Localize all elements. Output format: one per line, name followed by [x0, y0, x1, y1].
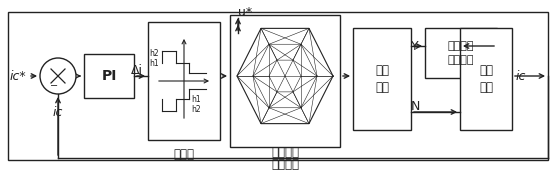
Text: 电压矢量
等效替代: 电压矢量 等效替代	[448, 41, 474, 65]
Text: 最优电压: 最优电压	[271, 145, 299, 158]
Text: −: −	[50, 81, 58, 91]
Bar	[84, 54, 134, 98]
Text: PI: PI	[101, 69, 116, 83]
Text: h1: h1	[191, 94, 201, 104]
Text: ic: ic	[516, 70, 526, 83]
Text: 矢量选择: 矢量选择	[271, 158, 299, 171]
Text: 故障
判断: 故障 判断	[375, 64, 389, 94]
Bar	[148, 22, 220, 140]
Text: ic*: ic*	[10, 70, 27, 83]
Text: ic: ic	[53, 106, 63, 119]
Bar	[460, 28, 512, 130]
Text: N: N	[411, 100, 421, 113]
Text: h2: h2	[191, 104, 201, 113]
Bar	[230, 15, 340, 147]
Circle shape	[40, 58, 76, 94]
Text: Y: Y	[411, 40, 419, 53]
Text: 双滞环: 双滞环	[173, 148, 194, 162]
Bar	[425, 28, 497, 78]
Polygon shape	[237, 28, 333, 124]
Bar	[8, 12, 548, 160]
Bar	[353, 28, 411, 130]
Text: Δi: Δi	[131, 64, 143, 76]
Text: h2: h2	[149, 48, 159, 57]
Text: h1: h1	[149, 59, 159, 68]
Text: 驱动
信号: 驱动 信号	[479, 64, 493, 94]
Text: u*: u*	[238, 5, 252, 18]
